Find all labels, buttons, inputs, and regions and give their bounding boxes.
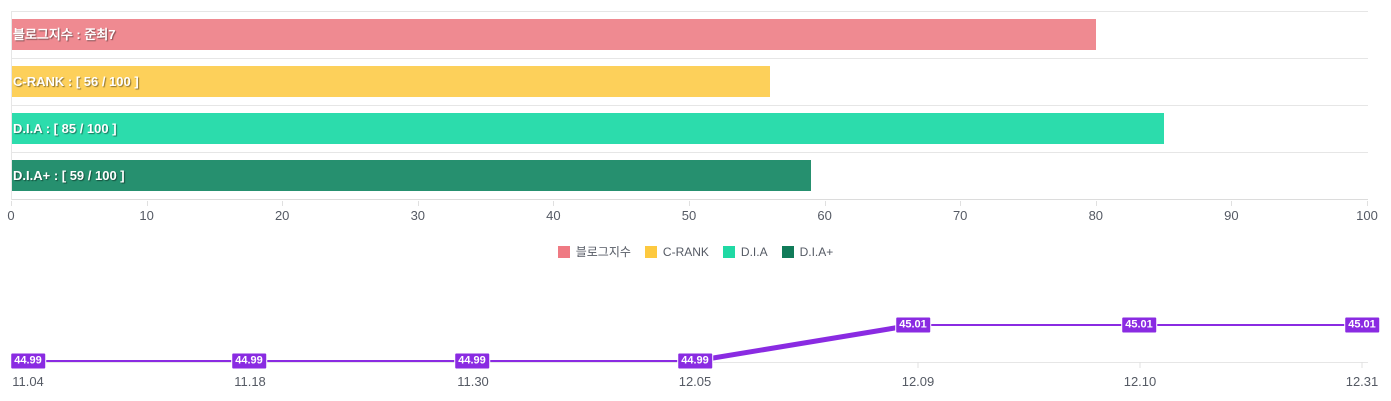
bar-label: D.I.A : [ 85 / 100 ] [13,121,117,136]
legend-item[interactable]: 블로그지수 [557,243,631,260]
date-label: 11.04 [12,374,44,389]
x-tick [1231,201,1233,206]
x-axis-line [11,199,1368,200]
date-label: 12.31 [1345,374,1379,389]
bar-d-i-a+[interactable]: D.I.A+ : [ 59 / 100 ] [12,160,812,191]
legend-item[interactable]: D.I.A [722,243,768,260]
date-label: 12.09 [901,374,935,389]
data-point-label[interactable]: 45.01 [1344,316,1380,334]
bar-d-i-a[interactable]: D.I.A : [ 85 / 100 ] [12,113,1164,144]
bar-label: 블로그지수 : 준최7 [13,27,116,42]
y-axis-line [11,11,12,200]
gridline [11,152,1368,153]
legend-label: C-RANK [662,244,709,259]
x-tick-label: 80 [1088,208,1104,223]
bar-label: C-RANK : [ 56 / 100 ] [13,74,139,89]
data-point-label[interactable]: 45.01 [895,316,931,334]
x-tick-label: 10 [139,208,154,223]
x-tick [11,201,12,206]
x-tick [146,201,148,206]
data-point-label[interactable]: 44.99 [454,352,490,370]
legend-swatch-icon [644,245,657,258]
x-tick-label: 90 [1224,208,1239,223]
legend-swatch-icon [722,245,735,258]
x-tick [282,201,284,206]
x-tick [1367,201,1368,206]
x-tick [689,201,690,206]
legend-item[interactable]: C-RANK [644,243,709,260]
date-label: 12.10 [1123,374,1157,389]
date-label: 12.05 [678,374,712,389]
x-tick-label: 0 [7,208,15,223]
bar-블로그지수[interactable]: 블로그지수 : 준최7 [12,19,1096,50]
legend: 블로그지수 C-RANK D.I.A D.I.A+ [0,243,1391,260]
bar-c-rank[interactable]: C-RANK : [ 56 / 100 ] [12,66,771,97]
legend-label: D.I.A [740,244,768,259]
data-point-label[interactable]: 45.01 [1121,316,1157,334]
date-label: 11.18 [234,374,266,389]
x-tick-label: 30 [410,208,426,223]
x-tick [960,201,962,206]
data-point-label[interactable]: 44.99 [10,352,46,370]
x-tick [553,201,555,206]
x-tick [1095,201,1097,206]
bar-label: D.I.A+ : [ 59 / 100 ] [13,168,125,183]
x-tick-label: 70 [952,208,968,223]
x-tick-label: 50 [681,208,697,223]
legend-label: 블로그지수 [575,245,631,259]
x-tick-label: 60 [817,208,832,223]
x-tick-label: 40 [546,208,561,223]
gridline [11,11,1368,12]
data-point-label[interactable]: 44.99 [677,352,713,370]
gridline [11,105,1368,106]
legend-item[interactable]: D.I.A+ [781,243,834,260]
x-tick-label: 20 [274,208,290,223]
data-point-label[interactable]: 44.99 [231,352,267,370]
legend-swatch-icon [781,245,794,258]
x-tick-label: 100 [1356,208,1378,223]
legend-swatch-icon [557,245,570,258]
x-tick [824,201,826,206]
legend-label: D.I.A+ [799,244,834,259]
date-label: 11.30 [457,374,489,389]
gridline [11,58,1368,59]
x-tick [417,201,419,206]
